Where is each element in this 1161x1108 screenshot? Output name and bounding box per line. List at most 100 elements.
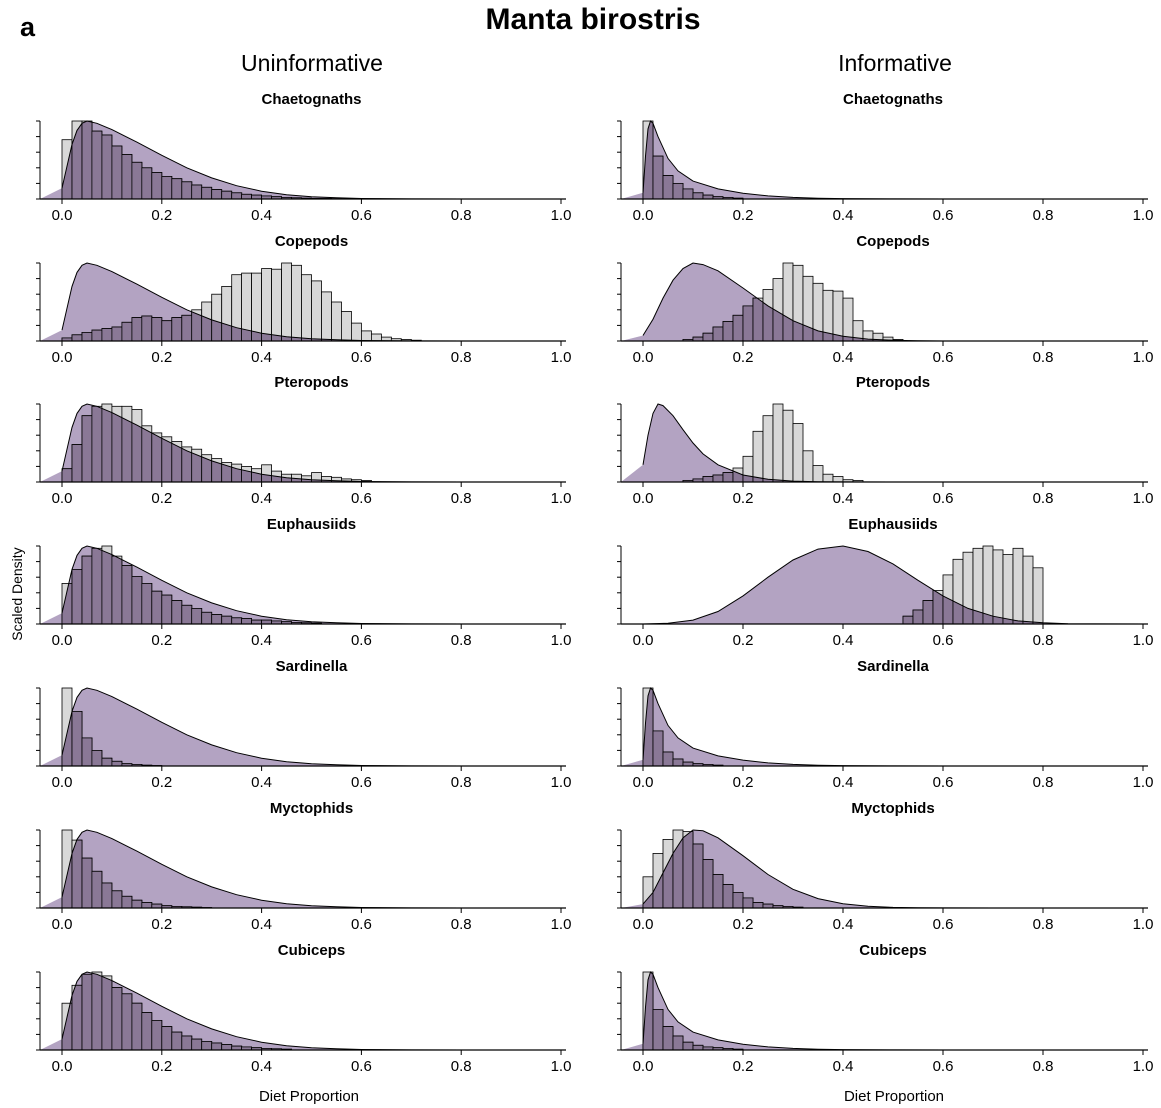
overlap-bar xyxy=(71,984,83,1050)
overlap-bar xyxy=(692,192,704,199)
overlap-bar xyxy=(161,1026,173,1050)
overlap-bar xyxy=(121,565,133,624)
overlap-bar xyxy=(131,317,143,341)
overlap-bar xyxy=(161,436,173,482)
panel-euphausiids-informative: 0.0 0.2 0.4 0.6 0.8 1.0 Euphausiids xyxy=(617,516,1153,649)
x-axis-label-right: Diet Proportion xyxy=(843,1088,945,1105)
overlap-bar xyxy=(91,972,103,1050)
overlap-bar xyxy=(752,902,764,908)
x-tick-label: 0.2 xyxy=(151,1058,172,1075)
overlap-bar xyxy=(201,1041,213,1050)
overlap-bar xyxy=(732,892,744,908)
x-tick-label: 1.0 xyxy=(551,774,572,791)
column-title-informative: Informative xyxy=(838,50,952,76)
overlap-bar xyxy=(111,987,123,1050)
panel-myctophids-informative: 0.0 0.2 0.4 0.6 0.8 1.0 Myctophids xyxy=(617,800,1153,933)
overlap-bar xyxy=(91,870,103,908)
overlap-bar xyxy=(111,326,123,341)
overlap-bar xyxy=(81,555,93,624)
x-tick-label: 0.2 xyxy=(733,1058,754,1075)
histogram-bar xyxy=(1022,555,1034,625)
histogram-bar xyxy=(251,272,263,342)
x-tick-label: 0.2 xyxy=(733,774,754,791)
overlap-bar xyxy=(131,899,143,908)
overlap-bar xyxy=(662,751,674,766)
histogram-bar xyxy=(752,430,764,483)
x-tick-label: 0.8 xyxy=(1033,490,1054,507)
panel-title: Chaetognaths xyxy=(261,91,361,108)
overlap-bar xyxy=(211,614,223,624)
histogram-bar xyxy=(982,545,994,625)
overlap-bar xyxy=(662,175,674,199)
x-tick-label: 0.8 xyxy=(451,349,472,366)
overlap-bar xyxy=(692,843,704,908)
overlap-bar xyxy=(111,405,123,482)
x-tick-label: 0.2 xyxy=(151,632,172,649)
prior-density-line xyxy=(642,687,1143,767)
prior-density-line xyxy=(61,262,561,342)
overlap-bar xyxy=(662,1026,674,1050)
overlap-bar xyxy=(91,547,103,624)
overlap-bar xyxy=(101,134,113,199)
x-tick-label: 0.8 xyxy=(451,207,472,224)
overlap-bar xyxy=(121,154,133,199)
x-tick-label: 0.8 xyxy=(1033,632,1054,649)
histogram-bar xyxy=(832,290,844,342)
x-tick-label: 0.0 xyxy=(633,916,654,933)
prior-density-line xyxy=(61,687,561,767)
x-tick-label: 0.4 xyxy=(833,490,854,507)
overlap-bar xyxy=(121,321,133,341)
overlap-bar xyxy=(151,590,163,624)
overlap-bar xyxy=(902,615,914,624)
overlap-bar xyxy=(181,314,193,341)
overlap-bar xyxy=(151,317,163,341)
overlap-bar xyxy=(712,326,724,341)
overlap-bar xyxy=(81,737,93,766)
panel-title: Cubiceps xyxy=(278,942,346,959)
x-tick-label: 0.8 xyxy=(451,632,472,649)
overlap-bar xyxy=(241,618,253,624)
prior-density-area xyxy=(621,404,1144,482)
histogram-bar xyxy=(340,310,352,342)
histogram-bar xyxy=(792,423,804,483)
overlap-bar xyxy=(141,583,153,624)
histogram-bar xyxy=(832,476,844,483)
x-tick-label: 0.0 xyxy=(52,349,73,366)
histogram-bar xyxy=(992,549,1004,625)
histogram-bar xyxy=(1002,554,1014,625)
overlap-bar xyxy=(121,993,133,1050)
overlap-bar xyxy=(81,857,93,908)
prior-density-area xyxy=(40,688,562,766)
overlap-bar xyxy=(91,750,103,766)
histogram-bar xyxy=(772,403,784,483)
x-tick-label: 0.8 xyxy=(451,1058,472,1075)
x-tick-label: 0.6 xyxy=(351,207,372,224)
overlap-bar xyxy=(211,189,223,199)
overlap-bar xyxy=(672,758,684,766)
overlap-bar xyxy=(141,167,153,199)
prior-density-area xyxy=(621,830,1144,908)
x-tick-label: 0.0 xyxy=(633,349,654,366)
overlap-bar xyxy=(712,474,724,482)
overlap-bar xyxy=(161,175,173,199)
overlap-bars xyxy=(61,546,322,624)
overlap-bars xyxy=(61,404,372,482)
overlap-bars xyxy=(61,972,293,1050)
x-tick-label: 0.4 xyxy=(833,349,854,366)
x-tick-label: 0.4 xyxy=(251,632,272,649)
x-tick-label: 1.0 xyxy=(1133,207,1154,224)
histogram-bar xyxy=(350,322,362,342)
overlap-bar xyxy=(101,546,113,624)
overlap-bar xyxy=(61,468,73,482)
overlap-bars xyxy=(61,121,362,199)
panel-letter: a xyxy=(20,12,36,42)
x-tick-label: 0.6 xyxy=(351,490,372,507)
overlap-bar xyxy=(81,331,93,341)
x-tick-label: 0.0 xyxy=(633,1058,654,1075)
prior-density-line xyxy=(642,262,1143,342)
panel-pteropods-uninformative: 0.0 0.2 0.4 0.6 0.8 1.0 Pteropods xyxy=(36,374,571,507)
x-tick-label: 0.4 xyxy=(251,1058,272,1075)
x-tick-label: 0.4 xyxy=(833,1058,854,1075)
panel-title: Pteropods xyxy=(856,374,930,391)
overlap-bar xyxy=(722,884,734,908)
